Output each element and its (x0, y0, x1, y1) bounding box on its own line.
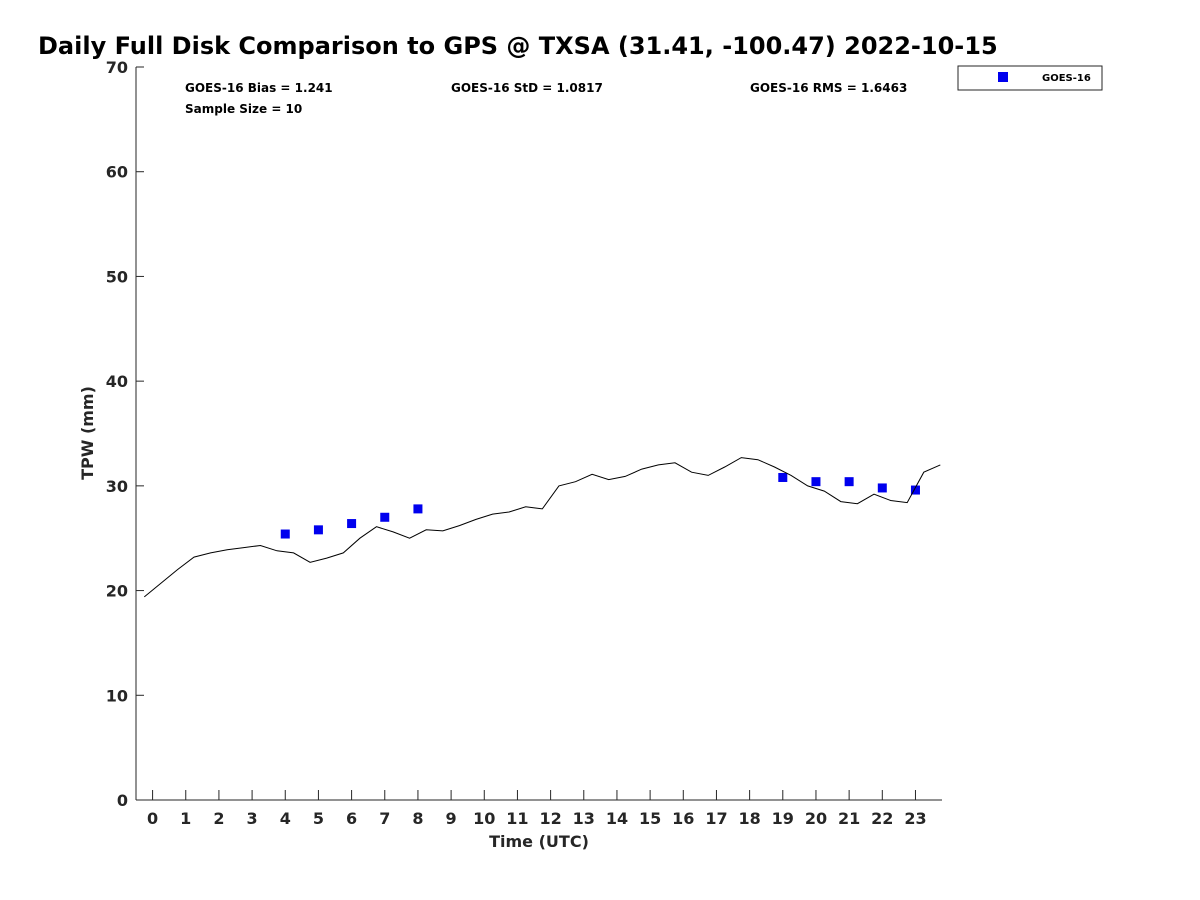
legend-marker-goes16 (998, 72, 1008, 82)
x-tick-label: 14 (606, 809, 628, 828)
x-tick-label: 18 (738, 809, 760, 828)
y-tick-label: 40 (106, 372, 128, 391)
x-ticks: 0 1 2 3 4 5 6 7 8 9 10 11 12 13 14 15 16 17 18 19 20 21 22 23 (147, 790, 927, 828)
x-tick-label: 17 (705, 809, 727, 828)
x-tick-label: 15 (639, 809, 661, 828)
x-tick-label: 13 (573, 809, 595, 828)
bias-annotation: GOES-16 Bias = 1.241 (185, 81, 333, 95)
x-tick-label: 21 (838, 809, 860, 828)
x-axis-label: Time (UTC) (489, 832, 589, 851)
stats-annotations: GOES-16 Bias = 1.241 GOES-16 StD = 1.081… (185, 81, 907, 116)
goes16-marker (313, 525, 323, 535)
goes16-marker (347, 519, 357, 529)
x-tick-label: 0 (147, 809, 158, 828)
plot-area (143, 457, 941, 598)
x-tick-label: 2 (213, 809, 224, 828)
y-tick-label: 60 (106, 163, 128, 182)
x-tick-label: 10 (473, 809, 495, 828)
goes16-marker (811, 477, 821, 487)
goes16-marker (380, 512, 390, 522)
sample-size-annotation: Sample Size = 10 (185, 102, 302, 116)
y-ticks: 0 10 20 30 40 50 60 70 (106, 58, 144, 810)
x-tick-label: 8 (412, 809, 423, 828)
x-tick-label: 23 (904, 809, 926, 828)
legend-label-goes16: GOES-16 (1042, 73, 1091, 84)
y-tick-label: 10 (106, 686, 128, 705)
goes16-marker (910, 485, 920, 495)
x-tick-label: 22 (871, 809, 893, 828)
x-tick-label: 16 (672, 809, 694, 828)
x-tick-label: 19 (772, 809, 794, 828)
rms-annotation: GOES-16 RMS = 1.6463 (750, 81, 907, 95)
y-tick-label: 50 (106, 267, 128, 286)
x-tick-label: 4 (280, 809, 291, 828)
legend: GOES-16 (957, 65, 1103, 91)
goes16-marker (413, 504, 423, 514)
axes: 0 1 2 3 4 5 6 7 8 9 10 11 12 13 14 15 16 17 18 19 20 21 22 23 0… (106, 58, 942, 828)
x-tick-label: 7 (379, 809, 390, 828)
x-tick-label: 6 (346, 809, 357, 828)
goes16-marker (877, 483, 887, 493)
y-tick-label: 70 (106, 58, 128, 77)
x-tick-label: 3 (247, 809, 258, 828)
y-tick-label: 30 (106, 477, 128, 496)
std-annotation: GOES-16 StD = 1.0817 (451, 81, 603, 95)
gps-tpw-line (143, 457, 941, 598)
goes16-marker (778, 472, 788, 482)
x-tick-label: 1 (180, 809, 191, 828)
goes16-marker (844, 477, 854, 487)
legend-box (957, 65, 1103, 91)
x-tick-label: 11 (506, 809, 528, 828)
y-axis-label: TPW (mm) (78, 386, 97, 480)
x-tick-label: 20 (805, 809, 827, 828)
y-tick-label: 20 (106, 582, 128, 601)
goes16-marker (280, 529, 290, 539)
chart-title: Daily Full Disk Comparison to GPS @ TXSA… (38, 32, 998, 60)
x-tick-label: 5 (313, 809, 324, 828)
x-tick-label: 9 (446, 809, 457, 828)
y-tick-label: 0 (117, 791, 128, 810)
x-tick-label: 12 (539, 809, 561, 828)
